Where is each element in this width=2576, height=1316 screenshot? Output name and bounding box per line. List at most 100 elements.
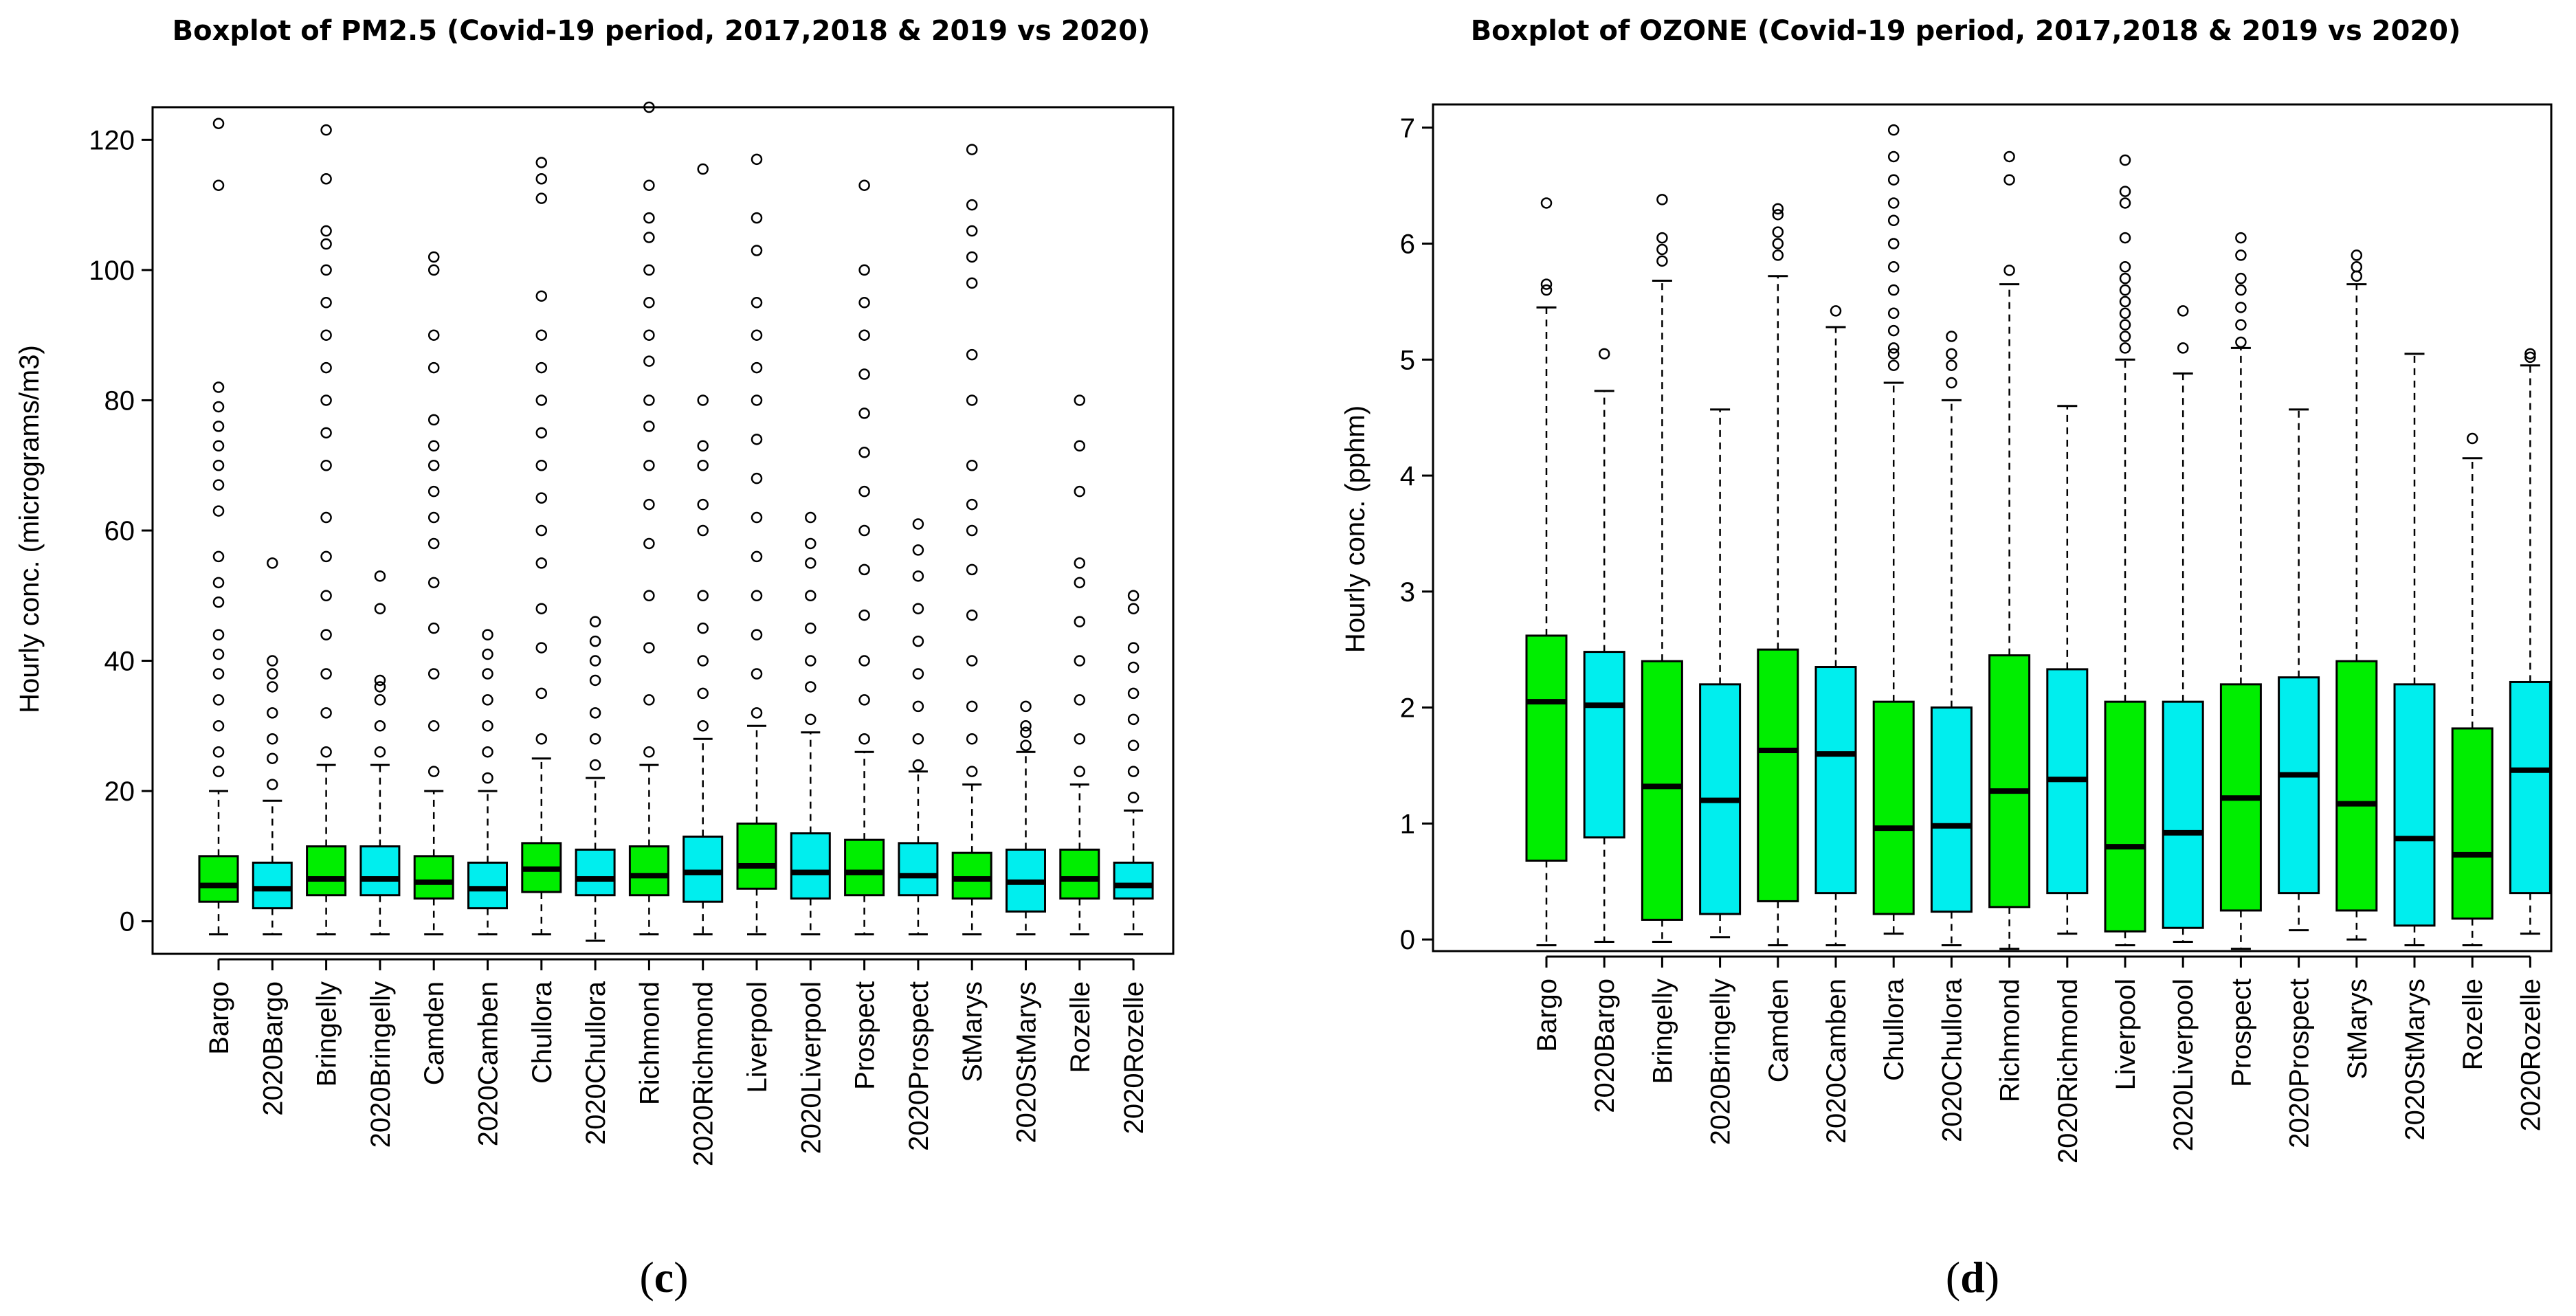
outlier-point	[697, 590, 709, 602]
outlier-point	[2119, 284, 2131, 296]
outlier-point	[1772, 209, 1784, 221]
outlier-point	[966, 277, 978, 289]
outlier-point	[1074, 694, 1086, 706]
outlier-point	[2466, 432, 2478, 445]
outlier-point	[535, 290, 548, 302]
outlier-point	[535, 361, 548, 374]
iqr-box	[1059, 848, 1100, 900]
outlier-point	[912, 759, 924, 771]
outlier-point	[320, 459, 332, 471]
outlier-point	[1887, 238, 1900, 249]
iqr-box	[306, 845, 347, 897]
outlier-point	[1127, 661, 1140, 673]
x-tick-label: StMarys	[957, 981, 988, 1082]
outlier-point	[428, 577, 440, 589]
outlier-point	[320, 172, 332, 185]
iqr-box	[413, 855, 454, 900]
iqr-box	[2393, 683, 2436, 927]
outlier-point	[374, 746, 386, 758]
x-tick-label: Rozelle	[2458, 979, 2488, 1070]
outlier-point	[1656, 194, 1668, 205]
y-tick-label: 0	[1400, 925, 1415, 955]
outlier-point	[966, 225, 978, 237]
outlier-point	[212, 505, 225, 517]
outlier-point	[751, 550, 763, 563]
outlier-point	[1946, 359, 1957, 371]
y-tick-label: 0	[120, 907, 135, 937]
panel-label-c: (c)	[639, 1253, 688, 1302]
box-Rozelle	[2451, 432, 2494, 947]
box-StMarys	[951, 144, 992, 936]
outlier-point	[212, 479, 225, 491]
outlier-point	[2524, 351, 2536, 364]
box-2020StMarys	[2393, 353, 2436, 947]
outlier-point	[697, 524, 709, 537]
outlier-point	[643, 459, 655, 471]
outlier-point	[482, 694, 493, 706]
x-tick-label: 2020StMarys	[1012, 981, 1042, 1144]
outlier-point	[428, 668, 440, 680]
y-tick-label: 7	[1400, 113, 1415, 144]
box-2020Chullora	[1930, 331, 1973, 947]
outlier-point	[751, 153, 763, 166]
outlier-point	[1946, 377, 1957, 389]
outlier-point	[1074, 655, 1086, 667]
outlier-point	[2119, 261, 2131, 273]
outlier-point	[1656, 243, 1668, 256]
outlier-point	[751, 361, 763, 374]
outlier-point	[212, 179, 225, 191]
outlier-point	[2119, 232, 2131, 244]
y-axis-label: Hourly conc. (micrograms/m3)	[14, 345, 45, 713]
outlier-point	[1127, 713, 1140, 726]
iqr-box	[1757, 648, 1799, 902]
box-2020Richmond	[682, 163, 724, 936]
iqr-box	[2335, 660, 2378, 912]
outlier-point	[428, 440, 440, 452]
outlier-point	[2177, 342, 2189, 354]
outlier-point	[2119, 342, 2131, 354]
box-Richmond	[628, 101, 669, 936]
iqr-box	[467, 861, 508, 910]
outlier-point	[751, 511, 763, 524]
pm25-boxplot-panel: Boxplot of PM2.5 (Covid-19 period, 2017,…	[14, 15, 1175, 1302]
outlier-point	[858, 609, 870, 621]
outlier-point	[212, 596, 225, 608]
outlier-point	[535, 172, 548, 185]
outlier-point	[428, 361, 440, 374]
outlier-point	[912, 700, 924, 713]
outlier-point	[1946, 331, 1957, 342]
outlier-point	[1074, 440, 1086, 452]
outlier-point	[374, 603, 386, 614]
outlier-point	[320, 238, 332, 250]
outlier-point	[589, 733, 601, 745]
outlier-point	[697, 622, 709, 634]
outlier-point	[966, 609, 978, 621]
outlier-point	[428, 485, 440, 498]
y-tick-label: 3	[1400, 577, 1415, 607]
outlier-point	[589, 759, 601, 771]
outlier-point	[858, 447, 870, 458]
outlier-point	[966, 524, 978, 537]
outlier-point	[374, 681, 386, 693]
outlier-point	[643, 355, 655, 367]
outlier-point	[751, 668, 763, 680]
x-tick-label: Liverpool	[2111, 979, 2141, 1090]
outlier-point	[1772, 249, 1784, 261]
outlier-point	[1887, 197, 1900, 209]
box-Prospect	[2219, 232, 2262, 950]
category-labels: Bargo 2020Bargo Bringelly 2020Bringelly Camd…	[1532, 955, 2546, 1163]
outlier-point	[212, 629, 225, 640]
iqr-box	[628, 845, 669, 897]
outlier-point	[535, 524, 548, 537]
box-StMarys	[2335, 249, 2378, 941]
outlier-point	[1772, 238, 1784, 249]
outlier-point	[1887, 348, 1900, 360]
box-Chullora	[521, 157, 562, 936]
box-2020Camben	[1814, 305, 1857, 947]
iqr-box	[1525, 634, 1568, 862]
plot-area-frame	[151, 106, 1175, 955]
outlier-point	[535, 157, 548, 168]
outlier-point	[2351, 270, 2363, 282]
outlier-point	[643, 537, 655, 550]
iqr-box	[2162, 700, 2204, 929]
